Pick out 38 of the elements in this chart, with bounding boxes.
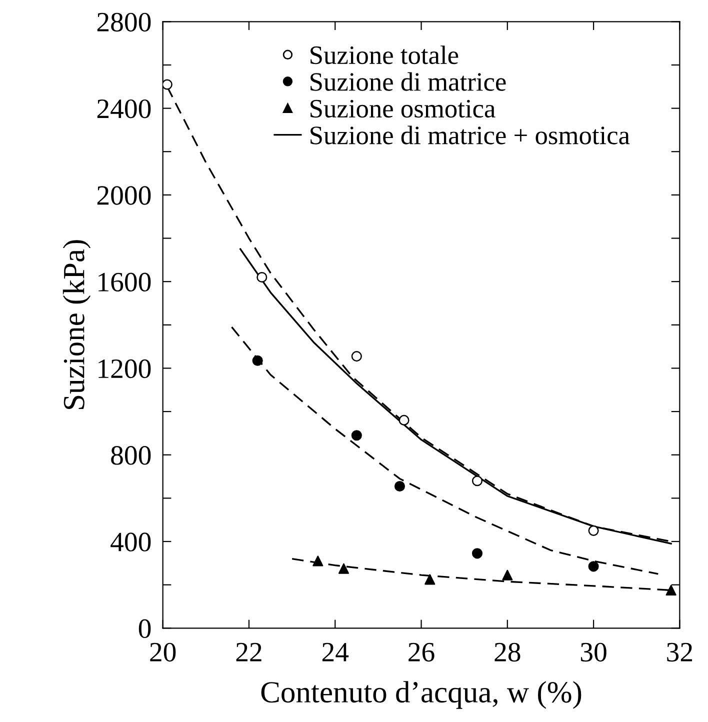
y-tick-label: 800 bbox=[111, 446, 151, 465]
point bbox=[351, 430, 362, 441]
point bbox=[162, 79, 172, 90]
x-tick-label: 22 bbox=[236, 642, 262, 662]
point bbox=[666, 584, 676, 596]
x-tick-label: 26 bbox=[408, 642, 434, 662]
x-tick-label: 28 bbox=[494, 642, 520, 662]
x-tick-label: 30 bbox=[580, 642, 606, 662]
x-axis-title: Contenuto d’acqua, w (%) bbox=[261, 681, 582, 709]
point bbox=[394, 480, 406, 492]
y-tick-label: 2400 bbox=[97, 99, 151, 118]
x-tick-label: 24 bbox=[322, 642, 349, 662]
point bbox=[588, 561, 599, 572]
y-axis-title: Suzione (kPa) bbox=[62, 240, 91, 409]
legend-label: Suzione osmotica bbox=[310, 100, 496, 118]
x-tick-label: 20 bbox=[150, 642, 176, 662]
legend-label: Suzione totale bbox=[310, 46, 458, 64]
point bbox=[472, 476, 483, 486]
point bbox=[351, 351, 362, 362]
legend-label: Suzione di matrice + osmotica bbox=[310, 126, 630, 144]
point bbox=[424, 574, 436, 585]
point bbox=[398, 414, 410, 426]
y-tick-label: 0 bbox=[138, 619, 151, 638]
x-tick-label: 32 bbox=[667, 642, 692, 662]
point bbox=[588, 525, 599, 536]
point bbox=[502, 570, 513, 580]
point bbox=[312, 556, 324, 566]
point bbox=[338, 563, 350, 574]
point bbox=[256, 272, 268, 283]
line-series bbox=[230, 326, 659, 575]
point bbox=[472, 548, 483, 559]
y-tick-label: 2800 bbox=[97, 12, 151, 32]
point bbox=[252, 355, 263, 366]
y-tick-label: 1600 bbox=[98, 272, 151, 292]
legend-label: Suzione di matrice bbox=[310, 72, 506, 91]
y-tick-label: 400 bbox=[110, 532, 151, 552]
y-tick-label: 2000 bbox=[97, 186, 151, 205]
y-tick-label: 1200 bbox=[98, 359, 151, 378]
